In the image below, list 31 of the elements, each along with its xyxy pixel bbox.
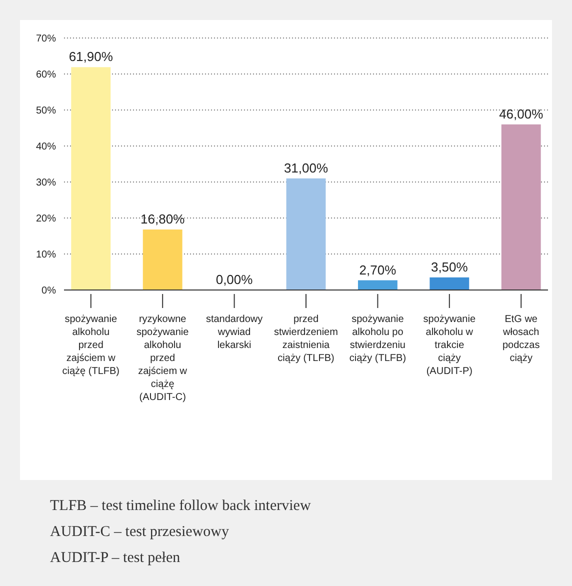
bar [430,277,470,290]
y-tick-label: 60% [36,70,56,80]
bar [71,67,111,290]
x-tick-label: spożywanie alkoholu przed zajściem w ciążę (TLFB) [62,314,120,377]
y-tick-label: 70% [36,34,56,44]
y-tick-label: 50% [36,106,56,116]
x-tick-label: spożywanie alkoholu po stwierdzeniu ciąży (TLFB) [349,314,406,364]
data-label: 46,00% [499,106,544,122]
y-tick-label: 20% [36,214,56,224]
data-label: 0,00% [216,272,254,287]
x-tick-label: EtG we włosach podczas ciąży [502,314,540,364]
bar [358,280,398,290]
bar [501,124,541,290]
y-tick-label: 10% [36,250,56,260]
text: TLFB – test timeline follow back interview [50,498,311,514]
text: AUDIT-C – test przesiewowy [50,524,230,540]
x-tick-label: przed stwierdzeniem zaistnienia ciąży (TLFB) [274,314,338,364]
x-tick-label: spożywanie alkoholu w trakcie ciąży (AUDIT-P) [423,314,476,377]
bar [286,178,326,290]
text: AUDIT-P – test pełen [50,550,181,566]
data-label: 16,80% [140,212,186,227]
x-tick-label: standardowy wywiad lekarski [206,314,263,351]
data-label: 3,50% [430,259,468,274]
data-label: 2,70% [359,262,397,278]
y-tick-label: 30% [36,178,56,188]
y-tick-label: 0% [42,286,56,296]
data-label: 61,90% [68,49,114,64]
x-tick-label: ryzykowne spożywanie alkoholu przed zajściem w ciążę (AUDIT-C) [136,314,190,403]
bar [142,230,182,290]
y-tick-label: 40% [36,142,56,152]
data-label: 31,00% [284,160,328,176]
